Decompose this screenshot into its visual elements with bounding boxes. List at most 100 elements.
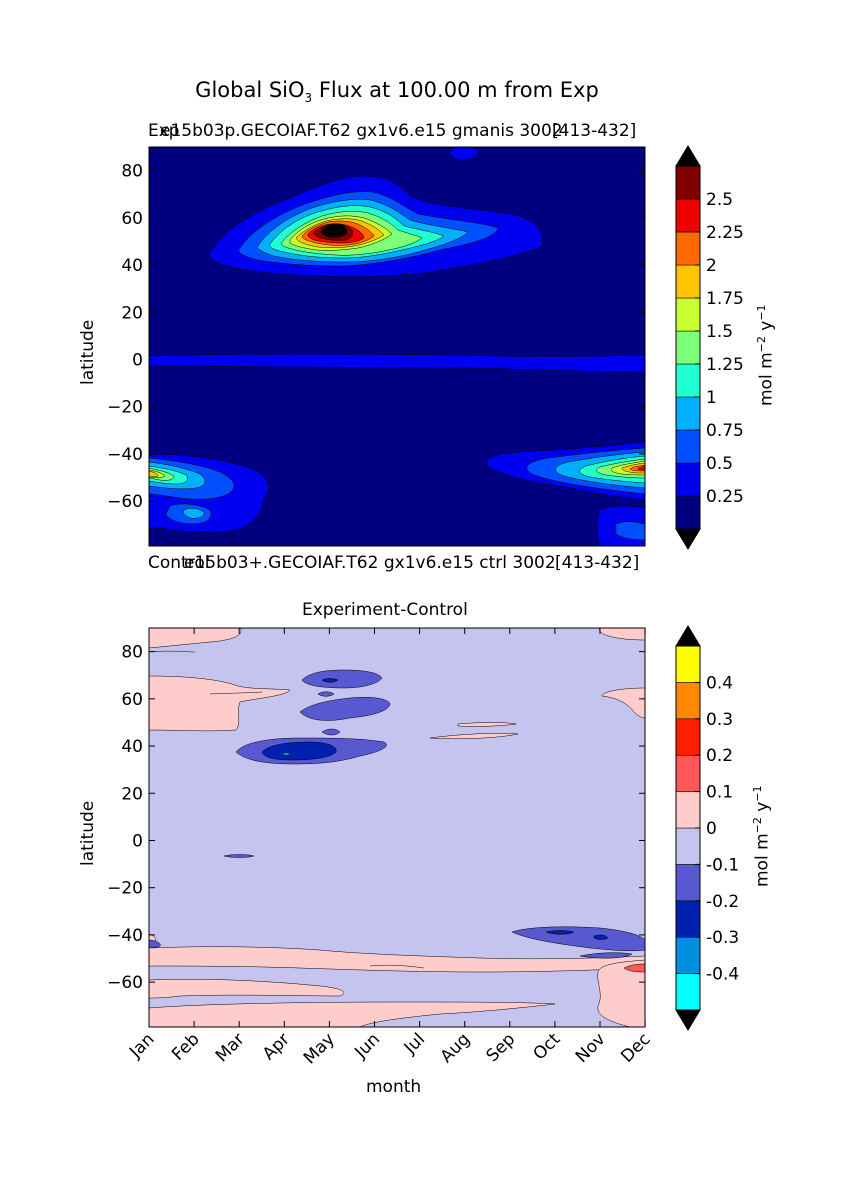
top-colorbar-tick-label: 0.25	[706, 487, 744, 507]
contour-line-sh	[369, 964, 425, 969]
bottom-colorbar-swatch	[675, 900, 701, 938]
bottom-colorbar-swatch	[675, 936, 701, 974]
pink-sliver-1	[429, 732, 519, 740]
top-colorbar-swatch	[675, 297, 701, 332]
bottom-xlabel: month	[366, 1077, 422, 1097]
top-title-right: [413-432]	[552, 121, 637, 141]
top-colorbar-swatch	[675, 396, 701, 431]
xtick-label-mar: Mar	[212, 1029, 249, 1066]
top-colorbar-swatch	[675, 462, 701, 497]
blue-sh-right-small	[579, 952, 633, 959]
top-colorbar-frame	[675, 165, 701, 530]
xtick-label-nov: Nov	[572, 1029, 610, 1067]
blue-sh-left	[149, 939, 161, 948]
bottom-colorbar-swatch	[675, 682, 701, 720]
top-ytick-label: −40	[107, 445, 143, 465]
equatorial-band	[149, 353, 645, 373]
blue-nh-43	[321, 728, 341, 736]
bottom-colorbar-tick-label: -0.1	[706, 855, 739, 875]
pink-band-sh-3	[149, 1001, 556, 1027]
pink-band-sh-2	[149, 979, 345, 999]
xtick-label-jul: Jul	[400, 1029, 429, 1058]
bottom-title: Experiment-Control	[302, 600, 468, 620]
darkblue-nh-67	[321, 678, 339, 683]
blue-sh-right	[511, 926, 645, 952]
top-bottom-right: [413-432]	[555, 553, 640, 573]
bottom-colorbar-extend-max	[675, 625, 701, 647]
top-ytick-label: 60	[121, 209, 143, 229]
bottom-colorbar-tick-label: 0.3	[706, 710, 733, 730]
top-ytick-label: 0	[132, 350, 143, 370]
xtick-label-may: May	[300, 1029, 339, 1068]
nh-bloom	[209, 175, 543, 278]
top-bottom-left: Control	[148, 553, 210, 573]
bottom-ytick-label: 80	[121, 643, 143, 663]
darkblue-sh-right	[545, 930, 575, 935]
top-colorbar-swatch	[675, 495, 701, 530]
top-colorbar-swatch	[675, 363, 701, 398]
top-colorbar-tick-label: 1	[706, 388, 717, 408]
xtick-label-apr: Apr	[259, 1029, 294, 1064]
sh-left-patch	[149, 453, 269, 533]
darkblue-nh-40	[261, 741, 337, 761]
bottom-ytick-label: 40	[121, 737, 143, 757]
top-colorbar-tick-label: 2.5	[706, 190, 733, 210]
bottom-colorbar-swatch	[675, 827, 701, 865]
top-ytick-label: 40	[121, 256, 143, 276]
figure-title-subscript: 3	[304, 91, 313, 106]
xtick-label-aug: Aug	[437, 1029, 475, 1067]
top-contour-field	[149, 147, 645, 546]
blue-nh-62	[317, 691, 335, 697]
bottom-colorbar-tick-label: 0.2	[706, 746, 733, 766]
bottom-colorbar-extend-min	[675, 1009, 701, 1031]
top-colorbar: 2.5 2.25 2 1.75 1.5 1.25 1 0.75 0.5 0.25	[675, 145, 744, 550]
bottom-ytick-label: −40	[107, 926, 143, 946]
top-colorbar-swatch	[675, 198, 701, 233]
bottom-colorbar-tick-label: 0	[706, 819, 717, 839]
top-plot-frame	[148, 146, 646, 547]
bottom-contour-field	[149, 628, 645, 1027]
top-bottom-center: e15b03+.GECOIAF.T62 gx1v6.e15 ctrl 3002	[184, 553, 556, 573]
bottom-colorbar-tick-label: -0.2	[706, 892, 739, 912]
bottom-plot-frame	[148, 627, 646, 1028]
xtick-label-sep: Sep	[483, 1029, 520, 1066]
bottom-colorbar-swatch	[675, 754, 701, 792]
blue-nh-55	[299, 697, 391, 721]
top-colorbar-tick-label: 1.5	[706, 322, 733, 342]
top-ytick-label: −20	[107, 398, 143, 418]
top-yaxis: 80 60 40 20 0 −20 −40 −60	[107, 162, 645, 512]
arctic-patch	[449, 147, 479, 161]
top-colorbar-swatch	[675, 429, 701, 464]
xtick-label-jan: Jan	[125, 1029, 158, 1062]
pink-top-left	[149, 628, 242, 649]
bottom-ytick-label: −20	[107, 879, 143, 899]
top-colorbar-extend-max	[675, 145, 701, 167]
bottom-colorbar-tick-label: -0.3	[706, 928, 739, 948]
contour-line-70	[209, 691, 263, 695]
bottom-colorbar-swatch	[675, 645, 701, 683]
top-colorbar-tick-label: 0.5	[706, 454, 733, 474]
top-colorbar-tick-label: 2	[706, 256, 717, 276]
figure-title-main: Global SiO	[195, 78, 305, 102]
bottom-ytick-label: 60	[121, 690, 143, 710]
xtick-label-oct: Oct	[530, 1029, 565, 1064]
figure-title-rest: Flux at 100.00 m from Exp	[312, 78, 599, 102]
blue-nh-67	[301, 669, 383, 689]
bottom-ytick-label: 0	[132, 831, 143, 851]
xtick-label-feb: Feb	[168, 1029, 203, 1064]
xtick-label-jun: Jun	[350, 1029, 384, 1063]
cyan-nh-40	[281, 752, 291, 756]
top-colorbar-tick-label: 2.25	[706, 223, 744, 243]
bottom-colorbar-tick-label: 0.1	[706, 783, 733, 803]
pink-band-sh-right	[597, 959, 645, 1027]
top-ytick-label: 80	[121, 162, 143, 182]
blue-eq-small	[223, 854, 255, 858]
pink-band-sh-1	[149, 946, 645, 973]
top-colorbar-swatch	[675, 165, 701, 200]
top-title-left-overlap: e15b03p.GECOIAF.T62 gx1v6.e15 gmanis 300…	[160, 121, 563, 141]
bottom-yaxis: 80 60 40 20 0 −20 −40 −60	[107, 643, 645, 993]
pink-right-arctic	[601, 687, 645, 719]
bottom-colorbar-swatch	[675, 791, 701, 829]
pink-upper-left	[149, 675, 291, 732]
